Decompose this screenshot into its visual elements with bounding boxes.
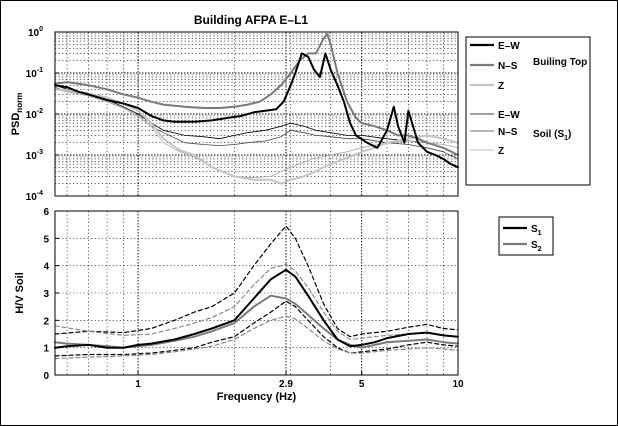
legend-label: Z [498, 81, 504, 92]
legend-label: S2 [531, 240, 542, 253]
legend-group-soil-main: Soil (S [533, 129, 564, 140]
psd-grid [55, 32, 458, 196]
y-tick-exponent: -1 [37, 67, 43, 74]
legend-label: E–W [498, 41, 520, 52]
y-tick-label: 10-4 [26, 190, 43, 203]
legend-label: N–S [498, 127, 518, 138]
legend-label-sub: 1 [538, 230, 542, 237]
x-tick-label: 10 [452, 379, 464, 390]
y-tick-base: 10 [26, 192, 38, 203]
series-line [54, 225, 459, 338]
chart-title: Building AFPA E–L1 [194, 13, 309, 27]
x-tick-label: 1 [135, 379, 141, 390]
series-line [54, 88, 459, 185]
y-tick-label: 6 [43, 207, 49, 218]
y-tick-label: 3 [43, 289, 49, 300]
psd-y-axis-label-sub: norm [15, 93, 24, 113]
psd-legend-items: E–W N–S Z E–W N–S Z [470, 41, 520, 157]
psd-y-axis-label-main: PSD [10, 113, 22, 136]
hv-y-axis-label: H/V Soil [14, 272, 26, 314]
psd-series-lines [54, 32, 459, 185]
series-line [54, 263, 459, 341]
series-line [54, 300, 459, 357]
y-tick-base: 10 [28, 28, 40, 39]
y-tick-exponent: -2 [37, 108, 43, 115]
hv-ticks: 0 1 2 3 4 5 6 1 2.9 5 10 [43, 207, 464, 390]
y-tick-label: 10-1 [26, 67, 43, 80]
y-tick-exponent: 0 [39, 26, 43, 33]
legend-label-main: S [531, 240, 538, 251]
psd-legend: E–W N–S Z E–W N–S Z Builing Top Soil (S1) [465, 36, 591, 186]
y-tick-label: 5 [43, 234, 49, 245]
psd-y-axis-label: PSDnorm [10, 93, 24, 136]
legend-group-soil-end: ) [568, 129, 571, 140]
y-tick-label: 0 [43, 371, 49, 382]
legend-label: Z [498, 146, 504, 157]
legend-group-soil: Soil (S1) [533, 129, 571, 142]
series-line [54, 52, 459, 169]
legend-group-soil-sub: 1 [564, 135, 568, 142]
y-tick-label: 4 [43, 262, 49, 273]
y-tick-exponent: -4 [37, 190, 43, 197]
y-tick-exponent: -3 [37, 149, 43, 156]
y-tick-base: 10 [26, 69, 38, 80]
x-tick-label: 2.9 [279, 379, 293, 390]
y-tick-label: 2 [43, 316, 49, 327]
y-tick-label: 10-3 [26, 149, 43, 162]
legend-label-main: S [531, 224, 538, 235]
legend-label: N–S [498, 61, 518, 72]
psd-legend-box [465, 36, 591, 186]
y-tick-label: 1 [43, 344, 49, 355]
y-tick-label: 100 [28, 26, 43, 39]
series-line [54, 294, 459, 349]
series-line [54, 315, 459, 360]
legend-label: E–W [498, 110, 520, 121]
hv-series-lines [54, 225, 459, 360]
y-tick-label: 10-2 [26, 108, 43, 121]
y-tick-base: 10 [26, 110, 38, 121]
legend-group-building-top: Builing Top [533, 57, 587, 68]
hv-chart: 0 1 2 3 4 5 6 1 2.9 5 10 H/V Soil Frequency (Hz) [14, 207, 464, 403]
legend-label-sub: 2 [538, 246, 542, 253]
hv-legend-box [498, 216, 554, 256]
legend-label: S1 [531, 224, 542, 237]
hv-x-axis-label: Frequency (Hz) [217, 391, 297, 403]
x-tick-label: 5 [359, 379, 365, 390]
series-line [54, 268, 459, 349]
hv-grid [55, 211, 458, 375]
y-tick-base: 10 [26, 151, 38, 162]
